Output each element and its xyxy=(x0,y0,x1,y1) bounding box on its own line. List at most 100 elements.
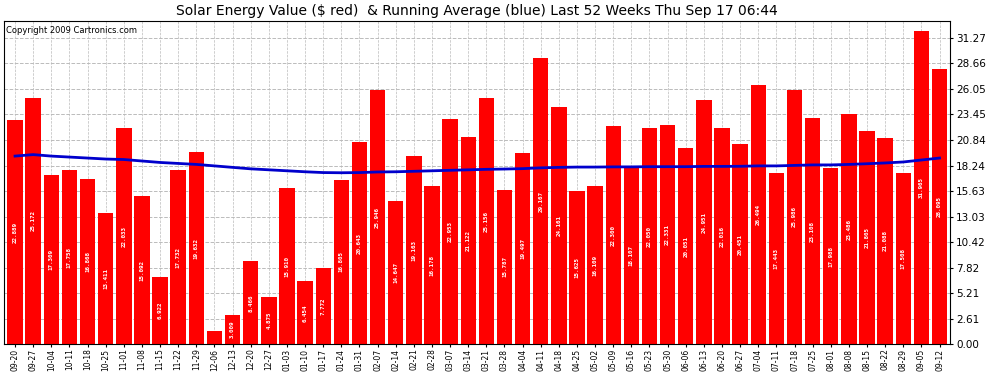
Bar xyxy=(243,261,258,344)
Text: 20.051: 20.051 xyxy=(683,236,688,256)
Text: 15.910: 15.910 xyxy=(284,256,289,277)
Text: 22.016: 22.016 xyxy=(720,226,725,247)
Bar xyxy=(642,128,657,344)
Bar xyxy=(135,196,149,344)
Bar xyxy=(768,173,784,344)
Text: 28.095: 28.095 xyxy=(937,196,942,217)
Bar xyxy=(877,138,893,344)
Text: 18.107: 18.107 xyxy=(629,245,634,266)
Bar xyxy=(297,281,313,344)
Text: 24.161: 24.161 xyxy=(556,215,561,236)
Bar xyxy=(497,190,512,344)
Bar xyxy=(152,276,167,344)
Text: 25.172: 25.172 xyxy=(31,210,36,231)
Text: 17.758: 17.758 xyxy=(67,247,72,268)
Bar xyxy=(425,186,440,344)
Bar xyxy=(750,84,766,344)
Bar xyxy=(98,213,114,344)
Bar xyxy=(551,107,566,344)
Bar xyxy=(316,268,331,344)
Bar xyxy=(225,315,241,344)
Text: 6.922: 6.922 xyxy=(157,302,162,319)
Bar xyxy=(351,142,367,344)
Title: Solar Energy Value ($ red)  & Running Average (blue) Last 52 Weeks Thu Sep 17 06: Solar Energy Value ($ red) & Running Ave… xyxy=(176,4,778,18)
Text: 14.647: 14.647 xyxy=(393,262,398,283)
Text: 16.868: 16.868 xyxy=(85,251,90,272)
Bar xyxy=(334,180,349,344)
Text: 21.122: 21.122 xyxy=(465,230,470,251)
Bar xyxy=(26,98,41,344)
Bar xyxy=(207,331,222,344)
Bar xyxy=(587,186,603,344)
Text: 8.466: 8.466 xyxy=(248,294,253,312)
Bar xyxy=(44,175,59,344)
Text: 20.643: 20.643 xyxy=(357,232,362,254)
Bar xyxy=(787,90,802,344)
Text: 16.805: 16.805 xyxy=(339,252,344,273)
Text: 15.625: 15.625 xyxy=(574,257,579,278)
Bar xyxy=(279,188,295,344)
Bar xyxy=(859,130,875,344)
Text: 22.050: 22.050 xyxy=(647,226,652,247)
Bar xyxy=(261,297,276,344)
Text: 23.486: 23.486 xyxy=(846,219,851,240)
Text: 25.986: 25.986 xyxy=(792,207,797,228)
Text: 26.494: 26.494 xyxy=(755,204,760,225)
Bar xyxy=(932,69,947,344)
Bar xyxy=(170,171,186,344)
Bar xyxy=(715,129,730,344)
Text: 16.109: 16.109 xyxy=(593,255,598,276)
Bar xyxy=(660,125,675,344)
Text: 17.508: 17.508 xyxy=(901,248,906,269)
Text: 24.951: 24.951 xyxy=(701,211,707,232)
Bar xyxy=(478,98,494,344)
Text: 6.454: 6.454 xyxy=(303,304,308,321)
Text: 29.167: 29.167 xyxy=(539,191,544,212)
Bar xyxy=(80,179,95,344)
Bar xyxy=(370,90,385,344)
Text: 25.156: 25.156 xyxy=(484,210,489,231)
Text: 15.787: 15.787 xyxy=(502,256,507,278)
Bar xyxy=(515,153,531,344)
Text: 22.953: 22.953 xyxy=(447,221,452,242)
Bar xyxy=(533,58,548,344)
Text: 21.088: 21.088 xyxy=(883,231,888,252)
Text: 22.033: 22.033 xyxy=(122,226,127,247)
Text: 19.163: 19.163 xyxy=(411,240,417,261)
Bar xyxy=(406,156,422,344)
Text: 20.451: 20.451 xyxy=(738,234,742,255)
Text: 17.988: 17.988 xyxy=(829,246,834,267)
Text: 31.965: 31.965 xyxy=(919,177,924,198)
Text: 15.092: 15.092 xyxy=(140,260,145,281)
Text: 22.331: 22.331 xyxy=(665,224,670,245)
Text: 22.889: 22.889 xyxy=(13,222,18,243)
Text: 21.805: 21.805 xyxy=(864,227,869,248)
Bar xyxy=(388,201,403,344)
Bar xyxy=(569,191,585,344)
Text: 25.946: 25.946 xyxy=(375,207,380,228)
Text: 17.443: 17.443 xyxy=(774,248,779,269)
Bar xyxy=(606,126,621,344)
Bar xyxy=(443,119,457,344)
Text: 7.772: 7.772 xyxy=(321,297,326,315)
Text: 19.632: 19.632 xyxy=(194,238,199,259)
Bar xyxy=(914,31,929,344)
Text: 17.732: 17.732 xyxy=(175,247,181,268)
Text: Copyright 2009 Cartronics.com: Copyright 2009 Cartronics.com xyxy=(6,26,137,34)
Bar xyxy=(61,170,77,344)
Bar xyxy=(678,148,693,344)
Bar xyxy=(460,137,476,344)
Bar xyxy=(7,120,23,344)
Text: 3.009: 3.009 xyxy=(230,321,235,338)
Bar xyxy=(189,152,204,344)
Text: 13.411: 13.411 xyxy=(103,268,108,289)
Bar xyxy=(733,144,747,344)
Text: 17.309: 17.309 xyxy=(49,249,53,270)
Text: 19.497: 19.497 xyxy=(520,238,525,259)
Bar xyxy=(116,128,132,344)
Bar xyxy=(842,114,856,344)
Text: 23.108: 23.108 xyxy=(810,220,815,242)
Bar xyxy=(696,100,712,344)
Bar xyxy=(805,118,821,344)
Text: 4.875: 4.875 xyxy=(266,312,271,329)
